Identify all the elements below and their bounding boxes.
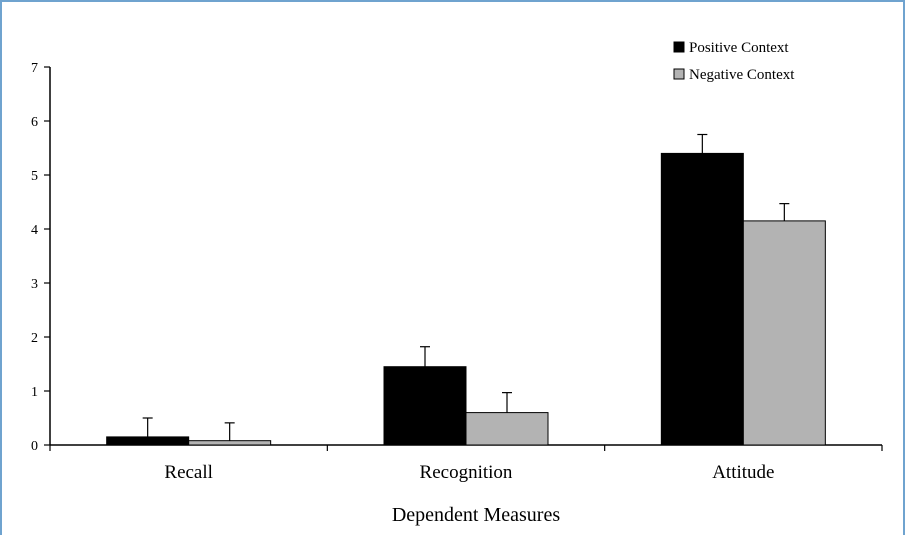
- bar-negative-context-recall: [188, 440, 272, 446]
- legend-label: Negative Context: [689, 67, 795, 83]
- bar-negative-context-attitude: [742, 220, 826, 446]
- x-tick-label: Recall: [164, 462, 213, 483]
- x-tick-label: Recognition: [420, 462, 513, 483]
- legend-swatch: [673, 41, 685, 53]
- y-tick-label: 1: [31, 385, 38, 400]
- y-tick-label: 0: [31, 439, 38, 454]
- legend-label: Positive Context: [689, 40, 789, 56]
- y-tick-label: 3: [31, 277, 38, 292]
- y-tick-label: 6: [31, 115, 38, 130]
- x-tick-label: Attitude: [712, 462, 774, 483]
- x-axis-title: Dependent Measures: [392, 504, 560, 526]
- bar-positive-context-recall: [106, 436, 190, 446]
- bar-positive-context-attitude: [660, 152, 744, 446]
- y-axis: 0 1 2 3 4 5 6 7: [31, 61, 51, 454]
- legend-swatch: [673, 68, 685, 80]
- bar-negative-context-recognition: [465, 412, 549, 446]
- y-tick-label: 2: [31, 331, 38, 346]
- x-axis: Recall Recognition Attitude: [49, 444, 883, 483]
- y-tick-label: 4: [31, 223, 38, 238]
- bars-group: [106, 152, 826, 446]
- error-bars-group: [142, 133, 790, 441]
- y-tick-label: 7: [31, 61, 38, 76]
- legend: Positive Context Negative Context: [673, 40, 795, 83]
- y-tick-label: 5: [31, 169, 38, 184]
- bar-positive-context-recognition: [383, 366, 467, 446]
